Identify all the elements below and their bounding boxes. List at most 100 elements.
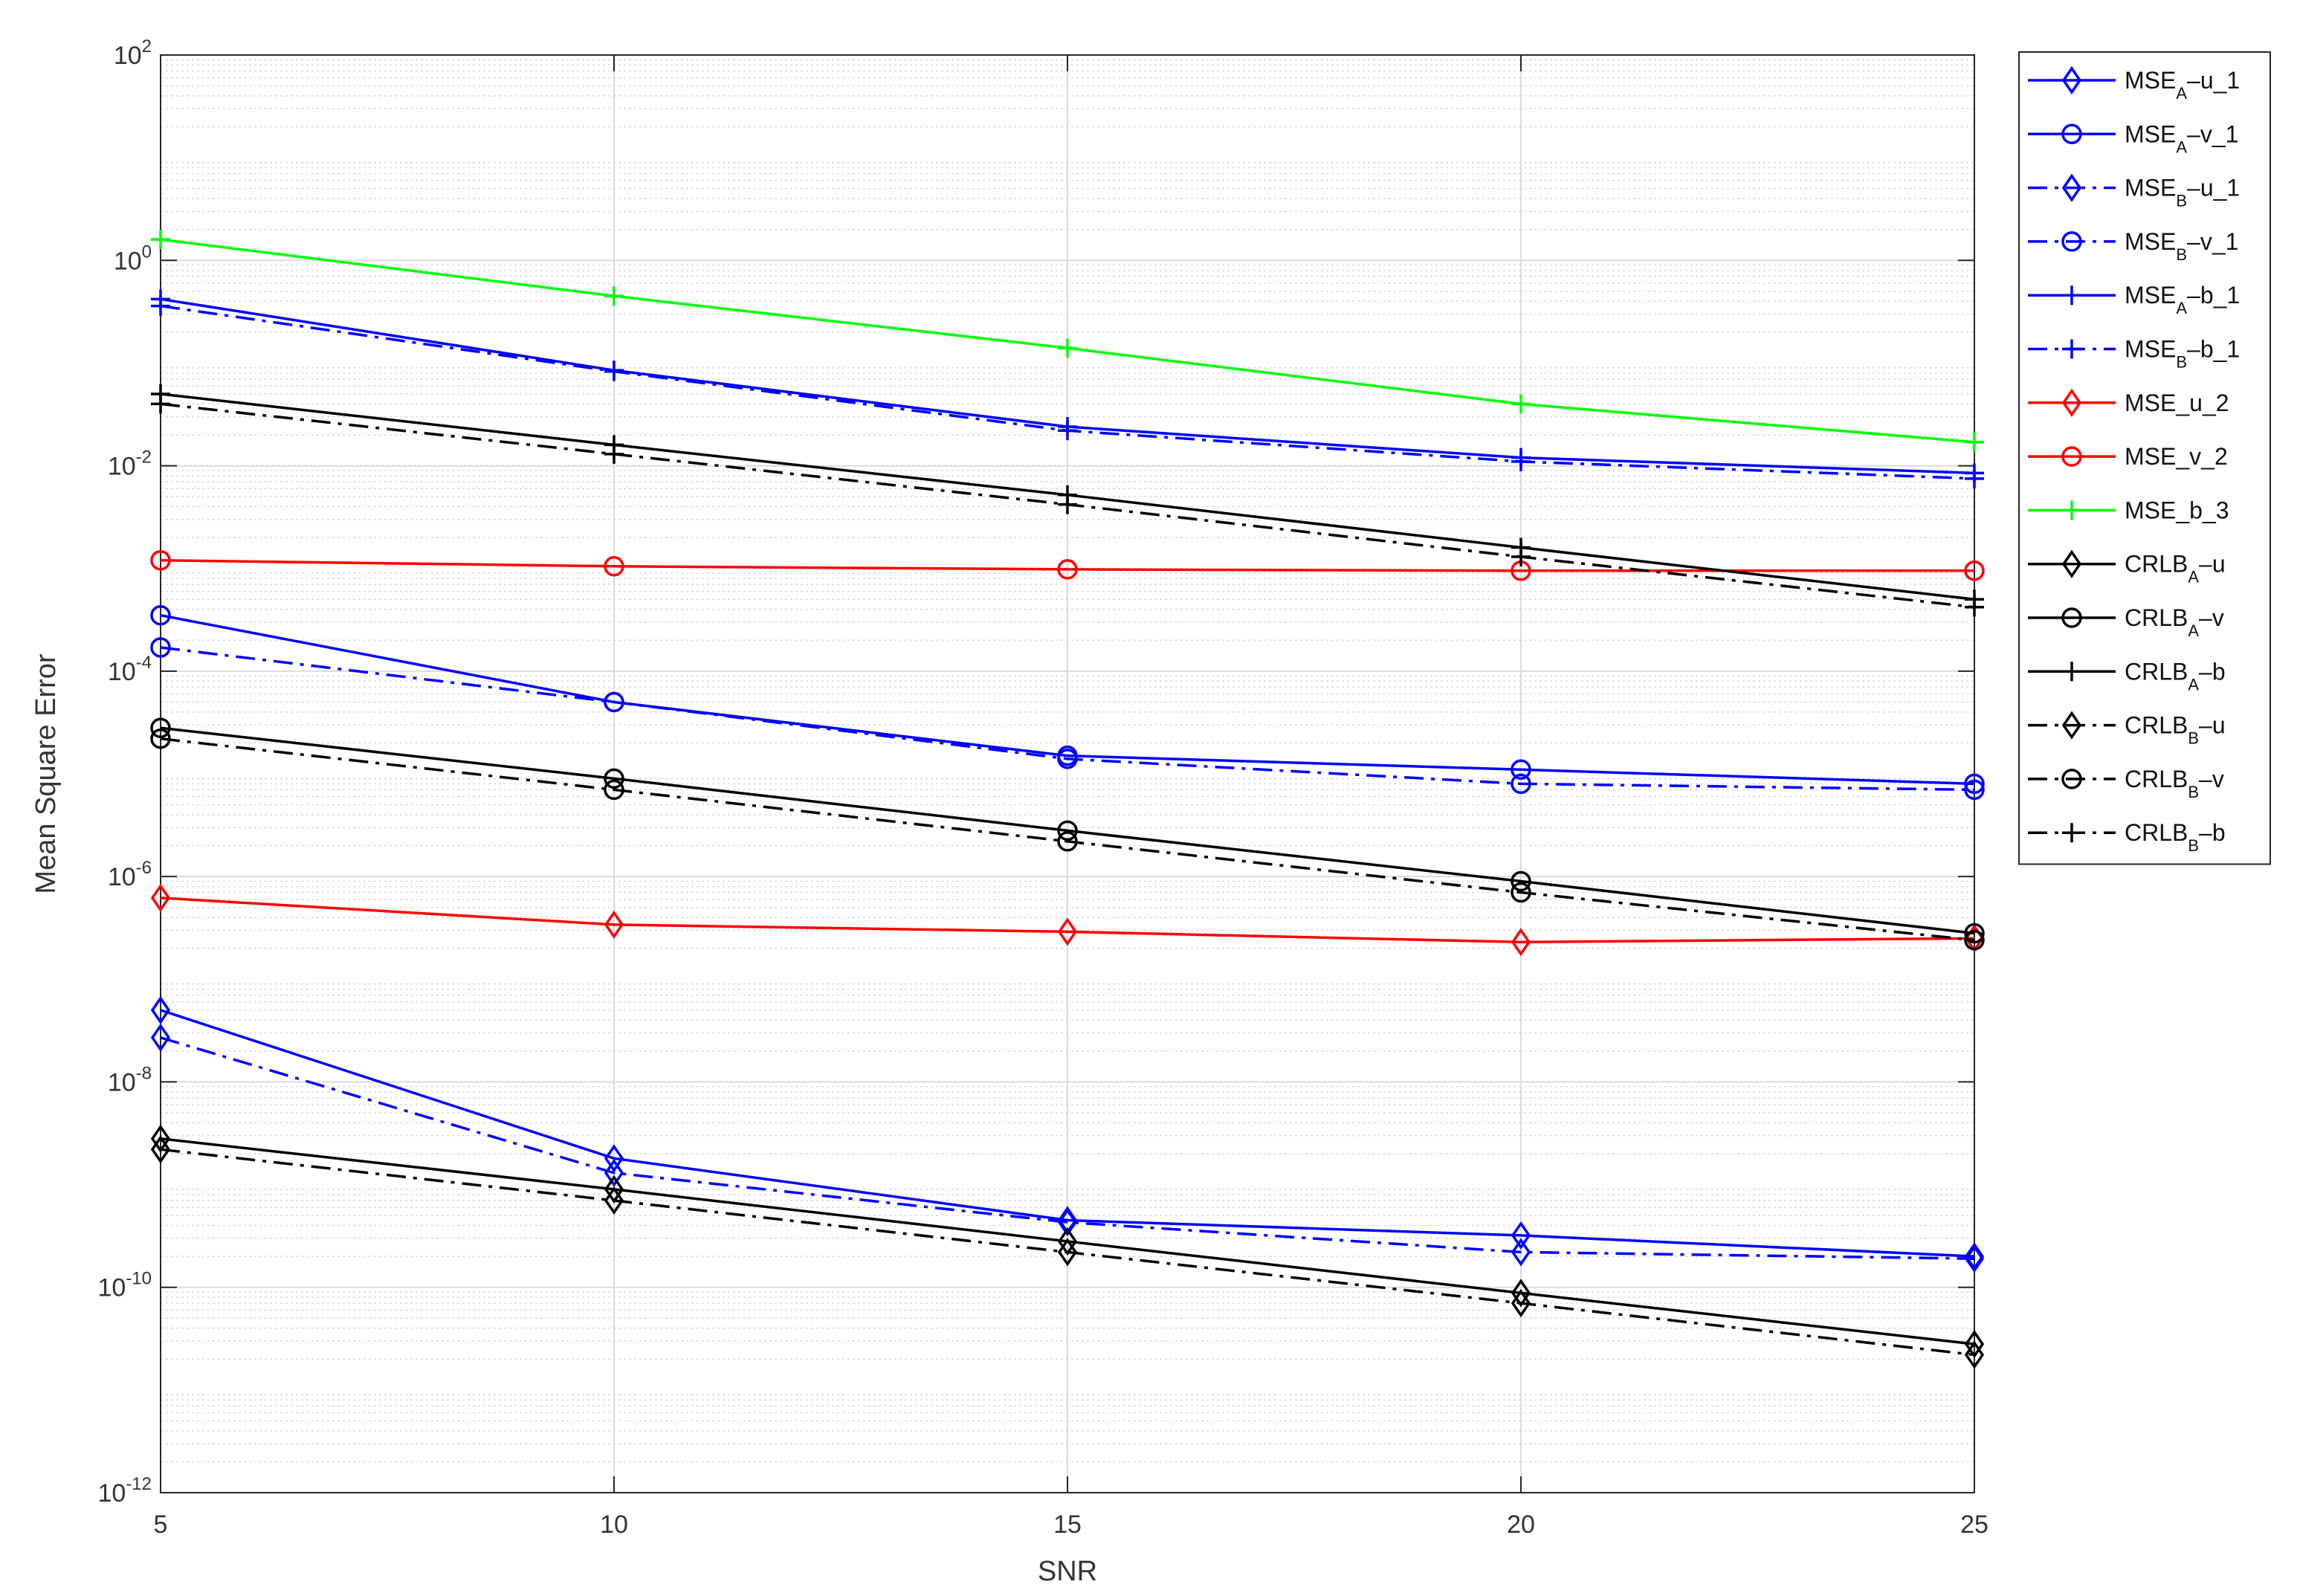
y-axis-label: Mean Square Error	[30, 653, 62, 894]
data-point	[1511, 394, 1531, 414]
legend-entry: MSEA–v_1	[2028, 120, 2238, 156]
series-line	[160, 896, 1975, 944]
series-lines	[150, 230, 1985, 1369]
data-point	[150, 604, 171, 626]
series-line	[160, 1148, 1975, 1357]
data-point	[604, 444, 624, 464]
legend-entry: MSE_b_3	[2028, 497, 2229, 523]
legend-marker	[2061, 711, 2082, 740]
legend-entry: CRLBB–b	[2028, 819, 2226, 855]
legend-entry: MSEB–b_1	[2028, 336, 2240, 372]
series-line	[160, 1036, 1975, 1260]
x-tick-label: 5	[154, 1511, 168, 1539]
y-tick-label: 10-12	[97, 1474, 152, 1508]
series-15	[151, 394, 1984, 617]
x-tick-label: 20	[1507, 1511, 1535, 1539]
y-tick-label: 102	[114, 36, 152, 70]
legend-label: MSEB–v_1	[2125, 228, 2238, 264]
legend-box	[2018, 51, 2271, 865]
data-point	[1511, 773, 1531, 795]
series-6	[151, 296, 1984, 488]
data-point	[1511, 928, 1531, 957]
data-point	[151, 394, 170, 414]
x-tick-label: 15	[1053, 1511, 1082, 1539]
data-point	[150, 995, 171, 1024]
data-point	[1058, 494, 1077, 514]
series-4	[150, 637, 1985, 801]
data-point	[151, 296, 170, 316]
data-point	[1511, 1279, 1531, 1308]
data-point	[604, 779, 624, 801]
legend-marker	[2061, 769, 2082, 789]
series-13	[150, 1135, 1985, 1369]
legend-entry: CRLBB–u	[2028, 711, 2226, 748]
data-point	[1964, 1340, 1985, 1369]
data-point	[1964, 773, 1985, 795]
data-point	[604, 768, 624, 789]
y-tick-label: 10-10	[97, 1269, 152, 1302]
legend-marker	[2061, 173, 2082, 202]
data-point	[150, 550, 171, 571]
x-tick-label: 25	[1960, 1511, 1989, 1539]
legend-label: CRLBA–u	[2125, 551, 2226, 587]
legend-label: MSEB–b_1	[2125, 336, 2240, 372]
data-point	[1964, 923, 1985, 944]
legend-label: MSE_v_2	[2125, 443, 2228, 470]
legend-entry: MSEA–b_1	[2028, 282, 2240, 317]
legend-entry: CRLBA–v	[2028, 604, 2224, 640]
data-point	[1058, 421, 1077, 441]
data-point	[604, 286, 624, 306]
legend-marker	[2061, 446, 2082, 467]
data-point	[1964, 1244, 1985, 1273]
legend-marker	[2062, 500, 2081, 520]
data-point	[1057, 820, 1078, 841]
legend-marker	[2061, 388, 2082, 417]
series-line	[160, 1009, 1975, 1258]
series-line	[160, 646, 1975, 792]
y-tick-label: 10-8	[108, 1063, 152, 1096]
legend-entry: MSE_u_2	[2028, 388, 2229, 417]
x-axis-label: SNR	[1038, 1556, 1097, 1587]
data-point	[604, 1144, 624, 1173]
series-8	[150, 550, 1985, 581]
data-point	[150, 1135, 171, 1164]
y-tick-label: 100	[114, 242, 152, 275]
data-point	[604, 691, 624, 713]
data-point	[1964, 779, 1985, 801]
legend-marker	[2061, 549, 2082, 578]
legend-entry: MSEB–v_1	[2028, 228, 2238, 264]
legend-entry: CRLBB–v	[2028, 766, 2224, 801]
series-line	[160, 613, 1975, 786]
legend-label: CRLBA–v	[2125, 604, 2224, 640]
y-tick-label: 10-2	[108, 448, 152, 481]
legend: MSEA–u_1 MSEA–v_1 MSEB–u_1 MSEB–v_1 MSEA–b_1…	[2018, 51, 2271, 865]
legend-marker	[2062, 339, 2081, 359]
data-point	[151, 230, 170, 250]
data-point	[1511, 882, 1531, 903]
legend-label: CRLBB–b	[2125, 819, 2226, 855]
data-point	[1965, 432, 1984, 452]
legend-marker	[2061, 607, 2082, 628]
legend-entry: CRLBA–b	[2028, 658, 2226, 694]
series-14	[150, 728, 1985, 951]
legend-label: MSEA–b_1	[2125, 282, 2240, 317]
legend-label: MSEA–u_1	[2125, 67, 2240, 103]
data-point	[1965, 468, 1984, 488]
legend-entry: MSEA–u_1	[2028, 65, 2240, 103]
data-point	[604, 910, 624, 939]
legend-marker	[2061, 231, 2082, 252]
legend-marker	[2061, 123, 2082, 145]
data-point	[1511, 759, 1531, 781]
data-point	[1057, 1208, 1078, 1237]
data-point	[1511, 1238, 1531, 1267]
data-point	[1965, 597, 1984, 617]
series-11	[150, 717, 1985, 944]
legend-entry: MSE_v_2	[2028, 443, 2228, 470]
legend-entry: CRLBA–u	[2028, 549, 2226, 587]
data-point	[604, 361, 624, 381]
series-9	[151, 230, 1984, 452]
data-point	[1511, 870, 1531, 892]
data-point	[1058, 338, 1077, 358]
